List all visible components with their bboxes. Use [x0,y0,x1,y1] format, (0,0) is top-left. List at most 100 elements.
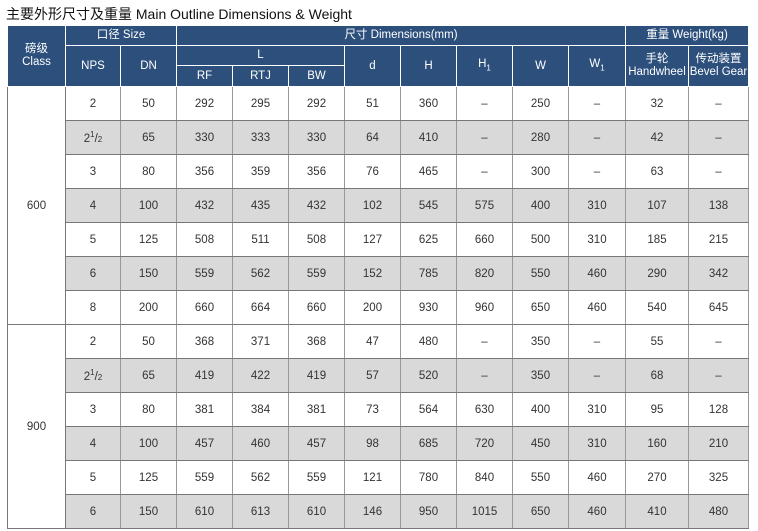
table-cell: 575 [456,188,513,223]
table-cell: 63 [625,154,689,189]
table-cell: 42 [625,120,689,155]
table-cell: 350 [512,324,569,359]
table-cell: 350 [512,358,569,393]
table-cell: 310 [568,188,626,223]
table-cell: 520 [400,358,457,393]
table-cell: 550 [512,256,569,291]
table-cell: 95 [625,392,689,427]
table-cell: 100 [120,426,177,461]
table-cell: 8 [65,290,121,325]
table-cell: – [688,324,749,359]
table-cell: 57 [344,358,401,393]
table-row: 600 2 50 292 295 292 51 360–250–32– [7,86,749,325]
table-cell: – [456,324,513,359]
table-cell: 6 [65,494,121,529]
header-handwheel-cn: 手轮 [645,53,669,65]
table-cell: 68 [625,358,689,393]
header-size: 口径 Size [65,25,177,46]
table-row: 4 100 457 460 457 98 685 720 450 310 160 210 [8,426,749,461]
table-cell: 545 [400,188,457,223]
header-dimensions: 尺寸 Dimensions(mm) [176,25,626,46]
table-cell: 610 [176,494,233,529]
header-h: H [400,45,457,87]
table-cell: 150 [120,256,177,291]
header-class: 磅级 Class [7,25,66,87]
table-cell: 564 [400,392,457,427]
table-cell: 930 [400,290,457,325]
table-cell: – [568,120,626,155]
table-cell: 435 [232,188,289,223]
table-cell: 310 [568,426,626,461]
table-cell: 270 [625,460,689,495]
table-cell: 562 [232,460,289,495]
table-cell: 950 [400,494,457,529]
table-cell: 47 [344,324,401,359]
table-cell: 371 [232,324,289,359]
table-row: 900 2 50 368 371 368 47 480–350–55– [7,324,749,529]
table-cell: 6 [65,256,121,291]
table-cell: 508 [176,222,233,257]
header-w1: W1 [568,45,626,87]
table-cell: 613 [232,494,289,529]
table-row: 4 100 432 435 432 102 545 575 400 310 107 138 [8,188,749,223]
table-cell: 630 [456,392,513,427]
table-cell: 381 [288,392,345,427]
table-cell: 480 [400,324,457,359]
table-cell: 2 [65,86,121,121]
table-cell: – [456,86,513,121]
table-row: 3 80 356 359 356 76 465–300–63– [8,154,749,189]
table-cell: 160 [625,426,689,461]
table-cell: 146 [344,494,401,529]
class-cell: 900 [7,324,66,529]
table-cell: 98 [344,426,401,461]
table-cell: 65 [120,120,177,155]
table-cell: 330 [288,120,345,155]
table-cell: 960 [456,290,513,325]
table-cell: 625 [400,222,457,257]
table-cell: 295 [232,86,289,121]
table-body: 600 2 50 292 295 292 51 360–250–32–21/2 65 330 333… [7,86,749,529]
header-bevel-cn: 传动装置 [695,53,742,65]
table-cell: 650 [512,290,569,325]
header-l: L [176,45,345,66]
table-cell: 55 [625,324,689,359]
table-cell: 645 [688,290,749,325]
table-cell: 457 [176,426,233,461]
table-cell: 330 [176,120,233,155]
table-cell: 460 [568,290,626,325]
table-cell: 511 [232,222,289,257]
table-row: 3 80 381 384 381 73 564 630 400 310 95 128 [8,392,749,427]
table-cell: – [688,358,749,393]
table-cell: 200 [344,290,401,325]
header-d: d [344,45,401,87]
table-cell: 432 [288,188,345,223]
table-row: 21/2 65 419 422 419 57 520–350–68– [8,358,749,393]
table-cell: 384 [232,392,289,427]
header-dn: DN [120,45,177,87]
table-cell: 200 [120,290,177,325]
table-cell: 342 [688,256,749,291]
header-class-cn: 磅级 [25,43,48,55]
table-cell: 5 [65,222,121,257]
class-cell: 600 [7,86,66,325]
header-rtj: RTJ [232,65,289,87]
table-row: 5 125 559 562 559 121 780 840 550 460 270 325 [8,460,749,495]
table-cell: 325 [688,460,749,495]
header-nps: NPS [65,45,121,87]
table-cell: 457 [288,426,345,461]
table-cell: 100 [120,188,177,223]
table-cell: 400 [512,188,569,223]
table-cell: 3 [65,392,121,427]
table-cell: – [688,86,749,121]
header-bevel-gear: 传动装置 Bevel Gear [688,45,749,87]
table-cell: 21/2 [65,120,121,155]
header-rf: RF [176,65,233,87]
table-cell: 559 [176,256,233,291]
table-cell: 50 [120,86,177,121]
table-cell: 410 [400,120,457,155]
table-cell: 210 [688,426,749,461]
table-cell: 559 [288,256,345,291]
table-cell: 290 [625,256,689,291]
table-cell: 356 [288,154,345,189]
header-w: W [512,45,569,87]
